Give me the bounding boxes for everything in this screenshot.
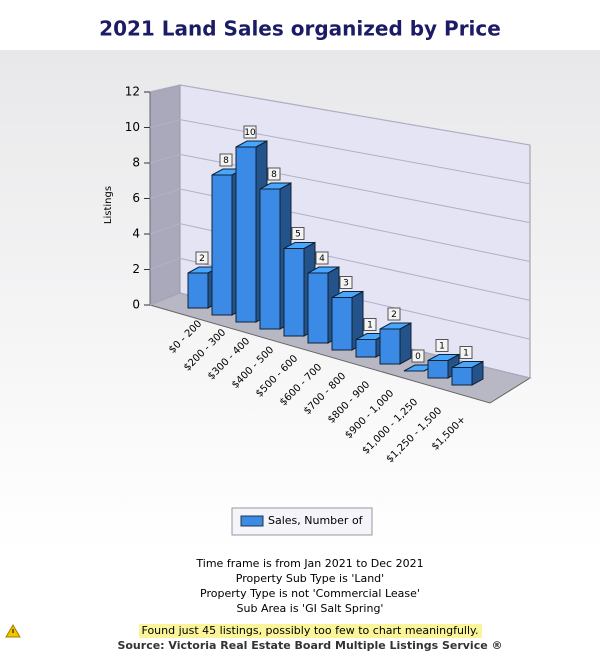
y-tick-label: 2	[132, 262, 140, 276]
bar-side	[399, 322, 412, 365]
value-label: 1	[439, 342, 445, 352]
grid-line	[149, 153, 531, 224]
bar-front	[235, 146, 257, 323]
legend-label: Sales, Number of	[268, 514, 364, 527]
value-label-box	[435, 339, 449, 352]
left-wall	[149, 84, 181, 306]
grid-line	[149, 188, 531, 262]
warning: Found just 45 listings, possibly too few…	[142, 624, 479, 637]
value-label: 0	[415, 352, 421, 362]
value-label-box	[459, 346, 473, 359]
value-label-box	[339, 276, 353, 289]
value-label-box	[363, 318, 377, 331]
legend: Sales, Number of	[231, 507, 373, 536]
value-label: 8	[271, 170, 277, 180]
grid-line	[149, 257, 531, 340]
bar	[451, 360, 484, 386]
value-label: 1	[463, 349, 469, 359]
warning-highlight	[139, 624, 482, 638]
y-tick-label: 6	[132, 191, 140, 205]
value-label: 10	[244, 128, 256, 138]
grid-line	[149, 119, 531, 185]
bar	[331, 290, 364, 351]
value-label: 2	[391, 310, 397, 320]
grid-line	[149, 223, 531, 301]
value-label: 8	[223, 156, 229, 166]
y-axis-label: Listings	[103, 186, 114, 224]
value-label: 2	[199, 254, 205, 264]
value-label: 1	[367, 321, 373, 331]
bar	[379, 322, 412, 365]
bar-front	[259, 188, 281, 330]
note: Time frame is from Jan 2021 to Dec 2021	[195, 557, 423, 570]
value-label: 4	[319, 254, 325, 264]
bar-front	[283, 248, 305, 337]
warning-icon	[5, 624, 21, 638]
value-label-box	[315, 251, 329, 265]
value-label-box	[195, 251, 209, 265]
bar-front	[187, 272, 209, 309]
grid-line	[149, 84, 531, 146]
note: Property Sub Type is 'Land'	[236, 572, 384, 585]
value-label-box	[219, 153, 233, 167]
bar-front	[355, 339, 377, 358]
bar-front	[427, 360, 449, 379]
value-label-box	[243, 125, 257, 139]
bars: 2 8 10 8 5 4 3 1 2 0 1 1	[187, 125, 484, 386]
bar-front	[211, 174, 233, 316]
y-tick-label: 4	[132, 227, 140, 241]
y-tick-label: 10	[125, 120, 140, 134]
legend-swatch	[240, 515, 264, 527]
y-tick-label: 12	[125, 85, 140, 99]
bar-front	[451, 367, 473, 386]
value-label: 5	[295, 230, 301, 240]
source: Source: Victoria Real Estate Board Multi…	[117, 639, 502, 652]
value-label: 3	[343, 279, 349, 289]
note: Property Type is not 'Commercial Lease'	[200, 587, 420, 600]
chart-title: 2021 Land Sales organized by Price	[99, 17, 501, 41]
value-label-box	[291, 227, 305, 240]
bar-front	[331, 297, 353, 351]
y-tick-label: 0	[132, 298, 140, 312]
notes: Time frame is from Jan 2021 to Dec 2021 P…	[195, 557, 423, 615]
value-label-box	[387, 307, 401, 321]
note: Sub Area is 'GI Salt Spring'	[237, 602, 384, 615]
value-label-box	[267, 167, 281, 181]
y-tick-label: 8	[132, 156, 140, 170]
bar-front	[379, 328, 401, 365]
value-label-box	[411, 349, 425, 363]
bar-front	[307, 272, 329, 344]
